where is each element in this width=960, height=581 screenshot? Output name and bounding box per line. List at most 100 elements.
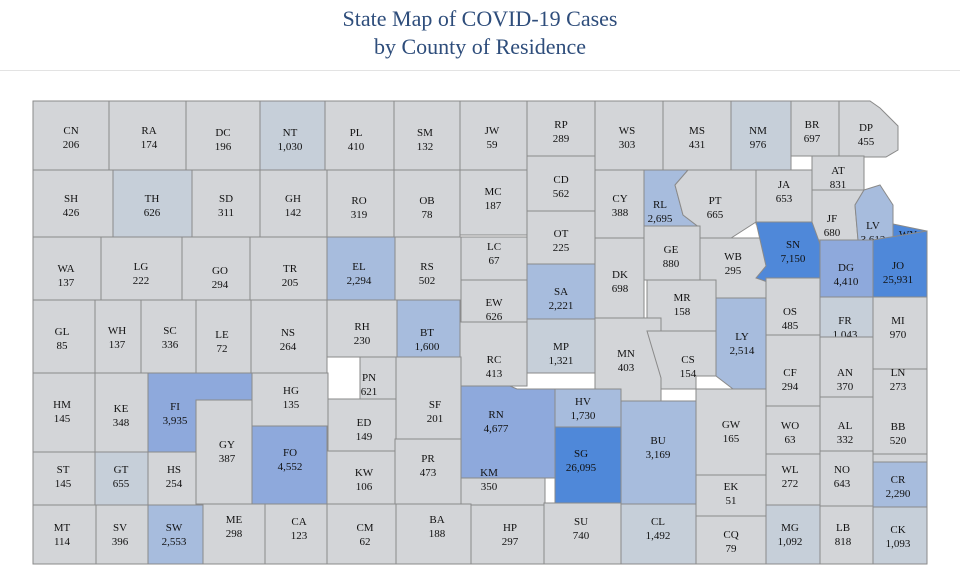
county-km[interactable]: KM 350 — [460, 467, 546, 506]
county-ca[interactable]: CA 123 — [264, 503, 328, 565]
county-hp[interactable]: HP 297 — [470, 504, 545, 565]
county-shape[interactable] — [195, 399, 253, 505]
county-bu[interactable]: BU 3,169 — [620, 400, 697, 505]
county-ra[interactable]: RA 174 — [108, 100, 187, 171]
county-shape[interactable] — [554, 388, 622, 428]
county-sd[interactable]: SD 311 — [191, 169, 261, 238]
county-sm[interactable]: SM 132 — [393, 100, 461, 171]
county-shape[interactable] — [181, 236, 251, 301]
county-sa[interactable]: SA 2,221 — [526, 263, 596, 320]
county-shape[interactable] — [872, 368, 928, 455]
county-shape[interactable] — [326, 299, 398, 358]
county-shape[interactable] — [526, 318, 596, 374]
county-sv[interactable]: SV 396 — [95, 504, 149, 565]
county-ba[interactable]: BA 188 — [395, 503, 472, 565]
county-ek[interactable]: EK 51 — [695, 474, 767, 517]
county-shape[interactable] — [259, 169, 328, 238]
county-cn[interactable]: CN 206 — [32, 100, 110, 171]
county-shape[interactable] — [195, 299, 252, 374]
county-tr[interactable]: TR 205 — [249, 236, 328, 301]
county-gl[interactable]: GL 85 — [32, 299, 96, 374]
county-shape[interactable] — [32, 504, 97, 565]
county-hm[interactable]: HM 145 — [32, 372, 96, 453]
county-mp[interactable]: MP 1,321 — [526, 318, 596, 374]
county-shape[interactable] — [646, 330, 717, 390]
county-pr[interactable]: PR 473 — [394, 438, 462, 505]
county-fr[interactable]: FR1,043 — [819, 296, 874, 341]
county-shape[interactable] — [643, 225, 701, 281]
county-shape[interactable] — [872, 296, 928, 370]
county-shape[interactable] — [695, 388, 767, 476]
county-shape[interactable] — [324, 100, 395, 171]
county-ew[interactable]: EW 626 — [460, 279, 530, 323]
county-shape[interactable] — [620, 400, 697, 505]
county-cl[interactable]: CL 1,492 — [620, 503, 697, 565]
county-shape[interactable] — [543, 502, 622, 565]
county-shape[interactable] — [765, 453, 821, 506]
county-wh[interactable]: WH 137 — [94, 299, 142, 374]
county-shape[interactable] — [459, 169, 529, 236]
county-rs[interactable]: RS 502 — [394, 236, 462, 301]
county-bt[interactable]: BT 1,600 — [396, 299, 461, 358]
county-rc[interactable]: RC 413 — [459, 321, 528, 387]
county-shape[interactable] — [872, 461, 928, 508]
county-mc[interactable]: MC 187 — [459, 169, 529, 236]
county-sg[interactable]: SG 26,095 — [554, 426, 622, 504]
county-st[interactable]: ST 145 — [32, 451, 96, 506]
county-hv[interactable]: HV 1,730 — [554, 388, 622, 428]
county-lb[interactable]: LB 818 — [819, 505, 874, 565]
county-ns[interactable]: NS 264 — [250, 299, 328, 374]
county-ot[interactable]: OT 225 — [526, 210, 596, 265]
county-at[interactable]: AT 831 — [811, 155, 865, 191]
county-shape[interactable] — [394, 438, 462, 505]
county-shape[interactable] — [32, 100, 110, 171]
county-shape[interactable] — [95, 504, 149, 565]
county-shape[interactable] — [249, 236, 328, 301]
county-shape[interactable] — [326, 169, 395, 238]
county-shape[interactable] — [695, 474, 767, 517]
county-shape[interactable] — [393, 100, 461, 171]
county-hg[interactable]: HG 135 — [251, 372, 329, 427]
county-shape[interactable] — [594, 237, 645, 319]
county-ja[interactable]: JA 653 — [755, 169, 813, 225]
county-no[interactable]: NO 643 — [819, 450, 874, 507]
county-shape[interactable] — [100, 236, 183, 301]
county-shape[interactable] — [470, 504, 545, 565]
county-ln[interactable]: LN 273 — [872, 367, 928, 455]
county-shape[interactable] — [765, 334, 821, 407]
county-pl[interactable]: PL 410 — [324, 100, 395, 171]
county-shape[interactable] — [264, 503, 328, 565]
county-bb[interactable]: BB 520 — [872, 421, 928, 463]
county-cr[interactable]: CR 2,290 — [872, 461, 928, 508]
county-os[interactable]: OS 485 — [765, 277, 821, 336]
county-shape[interactable] — [108, 100, 187, 171]
county-ly[interactable]: LY 2,514 — [715, 297, 767, 390]
county-shape[interactable] — [594, 169, 645, 239]
county-ck[interactable]: CK 1,093 — [872, 506, 928, 565]
county-shape[interactable] — [594, 100, 664, 171]
county-cd[interactable]: CD 562 — [526, 155, 596, 212]
county-br[interactable]: BR 697 — [790, 100, 840, 157]
county-wo[interactable]: WO 63 — [765, 405, 821, 455]
county-dg[interactable]: DG 4,410 — [819, 239, 874, 298]
county-mg[interactable]: MG 1,092 — [765, 504, 821, 565]
county-ro[interactable]: RO 319 — [326, 169, 395, 238]
county-shape[interactable] — [872, 506, 928, 565]
county-cs[interactable]: CS 154 — [646, 330, 717, 390]
county-jo[interactable]: JO 25,931 — [872, 230, 928, 298]
county-fo[interactable]: FO 4,552 — [251, 425, 328, 505]
county-me[interactable]: ME 298 — [202, 503, 266, 565]
county-shape[interactable] — [620, 503, 697, 565]
county-shape[interactable] — [250, 299, 328, 374]
county-th[interactable]: TH 626 — [112, 169, 193, 238]
county-lc[interactable]: LC 67 — [460, 236, 529, 281]
county-shape[interactable] — [32, 299, 96, 374]
county-shape[interactable] — [395, 356, 462, 440]
county-shape[interactable] — [715, 297, 767, 390]
county-cq[interactable]: CQ 79 — [695, 515, 767, 565]
county-shape[interactable] — [460, 279, 530, 323]
county-gh[interactable]: GH 142 — [259, 169, 328, 238]
county-dp[interactable]: DP 455 — [838, 100, 899, 158]
county-lg[interactable]: LG 222 — [100, 236, 183, 301]
county-shape[interactable] — [730, 100, 792, 171]
